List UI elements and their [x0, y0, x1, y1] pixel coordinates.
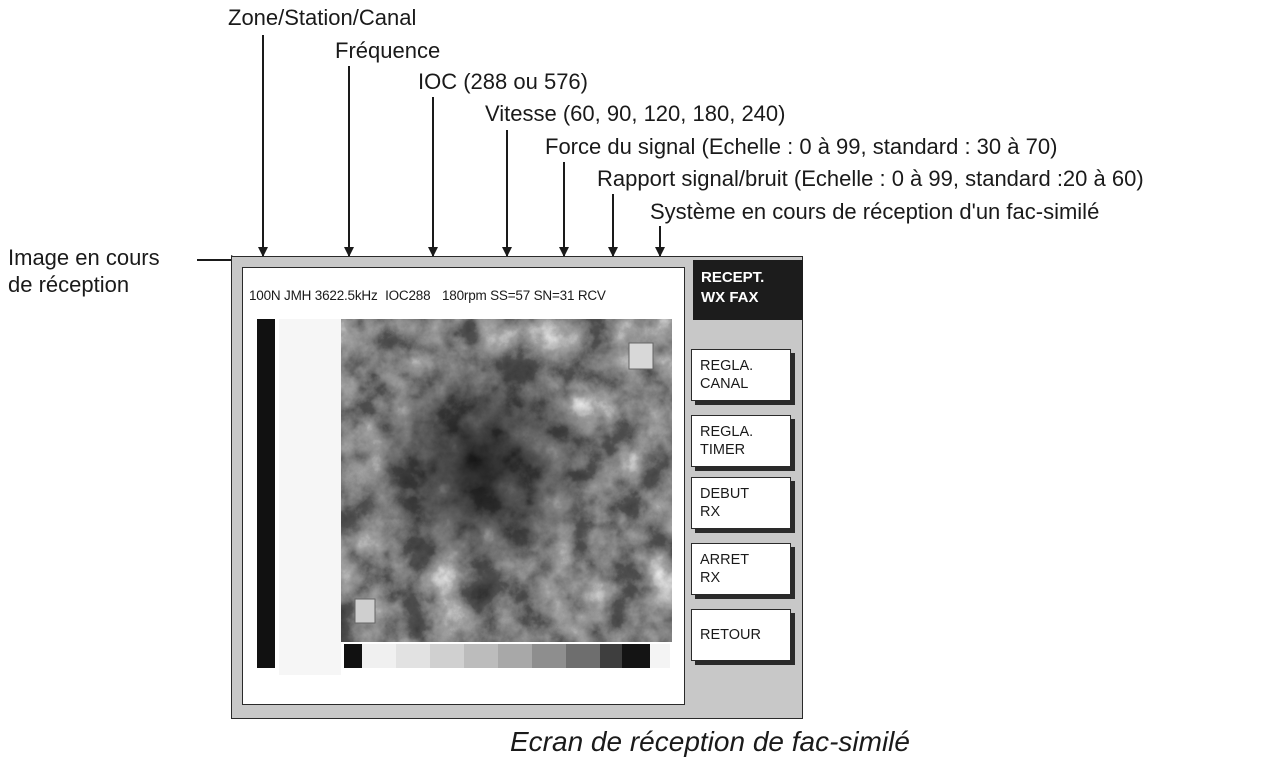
button-label-line1: DEBUT	[700, 485, 790, 503]
status-speed: 180rpm	[442, 288, 487, 303]
status-station: JMH	[284, 288, 311, 303]
fax-display-panel: 100N JMH 3622.5kHz IOC288 180rpm SS=57 S…	[242, 267, 685, 705]
status-zone: 100N	[249, 288, 280, 303]
figure-caption: Ecran de réception de fac-similé	[510, 726, 910, 758]
button-label-line1: REGLA.	[700, 357, 790, 375]
status-signal-strength: SS=57	[490, 288, 530, 303]
button-label-line2: TIMER	[700, 441, 790, 459]
status-signal-noise: SN=31	[534, 288, 575, 303]
menu-title-line2: WX FAX	[701, 288, 795, 308]
button-label-line1: RETOUR	[700, 626, 790, 644]
button-label-line1: ARRET	[700, 551, 790, 569]
button-label-line2: CANAL	[700, 375, 790, 393]
regla-canal-button[interactable]: REGLA. CANAL	[691, 349, 791, 401]
status-bar: 100N JMH 3622.5kHz IOC288 180rpm SS=57 S…	[249, 288, 606, 303]
button-label-line2: RX	[700, 503, 790, 521]
status-state: RCV	[578, 288, 606, 303]
regla-timer-button[interactable]: REGLA. TIMER	[691, 415, 791, 467]
button-label-line1: REGLA.	[700, 423, 790, 441]
fax-satellite-image	[251, 319, 674, 675]
fax-receiver-screen: 100N JMH 3622.5kHz IOC288 180rpm SS=57 S…	[231, 256, 803, 719]
status-ioc: IOC288	[385, 288, 430, 303]
debut-rx-button[interactable]: DEBUT RX	[691, 477, 791, 529]
arret-rx-button[interactable]: ARRET RX	[691, 543, 791, 595]
button-label-line2: RX	[700, 569, 790, 587]
status-frequency: 3622.5kHz	[315, 288, 378, 303]
retour-button[interactable]: RETOUR	[691, 609, 791, 661]
menu-title-line1: RECEPT.	[701, 268, 795, 288]
menu-title: RECEPT. WX FAX	[693, 260, 803, 320]
